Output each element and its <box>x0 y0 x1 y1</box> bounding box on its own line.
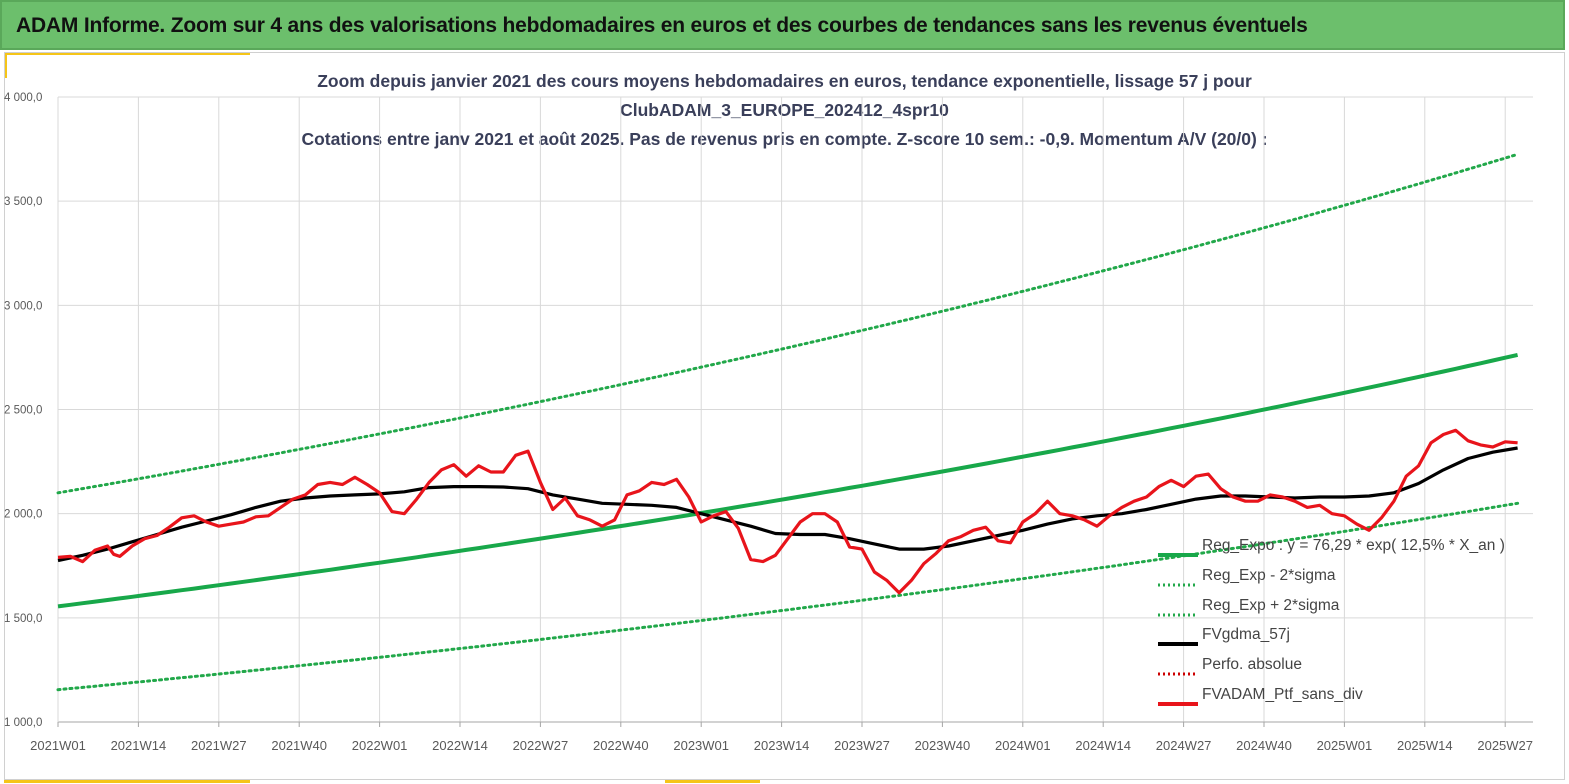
legend-label: FVADAM_Ptf_sans_div <box>1202 685 1363 703</box>
x-tick-label: 2025W27 <box>1477 738 1533 753</box>
series-reg-expo <box>57 352 1519 609</box>
legend-swatch-perfo <box>1158 664 1198 676</box>
x-tick-label: 2025W14 <box>1397 738 1453 753</box>
x-tick-label: 2023W01 <box>673 738 729 753</box>
legend-swatch-sigma-upper <box>1158 605 1198 617</box>
legend-swatch-smooth <box>1158 634 1198 647</box>
y-tick-label: 3 000,0 <box>4 300 42 312</box>
x-tick-label: 2024W01 <box>995 738 1051 753</box>
x-tick-label: 2023W40 <box>915 738 971 753</box>
chart-title-line-2: ClubADAM_3_EUROPE_202412_4spr10 <box>620 100 949 120</box>
legend-item-portfolio: FVADAM_Ptf_sans_div <box>1158 683 1528 713</box>
legend-item-reg-exp-plus: Reg_Exp + 2*sigma <box>1158 594 1528 624</box>
y-tick-label: 1 500,0 <box>4 613 42 625</box>
series-reg-exp-minus-2sigma <box>56 501 1520 692</box>
legend-label: Reg_Expo : y = 76,29 * exp( 12,5% * X_an… <box>1202 537 1505 554</box>
x-tick-label: 2021W01 <box>30 738 86 753</box>
series <box>56 152 1520 692</box>
x-tick-label: 2024W14 <box>1075 738 1131 753</box>
chart-title-line-1: Zoom depuis janvier 2021 des cours moyen… <box>317 71 1252 91</box>
x-tick-label: 2022W27 <box>513 738 569 753</box>
x-tick-label: 2022W40 <box>593 738 649 753</box>
accent-bar-bottom-mid <box>665 780 760 783</box>
chart-frame <box>4 52 1565 780</box>
x-tick-label: 2024W27 <box>1156 738 1212 753</box>
x-tick-label: 2022W01 <box>352 738 408 753</box>
x-tick-label: 2021W40 <box>271 738 327 753</box>
legend-label: Reg_Exp + 2*sigma <box>1202 596 1340 614</box>
x-tick-label: 2022W14 <box>432 738 488 753</box>
y-tick-label: 1 000,0 <box>4 717 42 729</box>
legend-label: FVgdma_57j <box>1202 626 1290 644</box>
x-tick-label: 2021W27 <box>191 738 247 753</box>
chart-title-line-3: Cotations entre janv 2021 et août 2025. … <box>301 129 1268 149</box>
header-banner: ADAM Informe. Zoom sur 4 ans des valoris… <box>0 0 1565 50</box>
accent-bar-left <box>4 52 7 78</box>
legend: Reg_Expo : y = 76,29 * exp( 12,5% * X_an… <box>1158 534 1528 713</box>
legend-swatch-portfolio <box>1158 694 1198 706</box>
y-tick-label: 2 000,0 <box>4 509 42 521</box>
legend-label: Reg_Exp - 2*sigma <box>1202 566 1336 584</box>
x-tick-label: 2021W14 <box>111 738 167 753</box>
accent-bar-top <box>4 52 250 55</box>
series-fvadam-ptf <box>57 428 1518 595</box>
legend-item-reg-expo: Reg_Expo : y = 76,29 * exp( 12,5% * X_an… <box>1158 534 1528 564</box>
x-tick-label: 2023W27 <box>834 738 890 753</box>
axes: 1 000,0 1 500,0 2 000,0 2 500,0 3 000,0 3 500… <box>4 92 1533 753</box>
y-tick-label: 2 500,0 <box>4 405 42 417</box>
x-tick-label: 2025W01 <box>1317 738 1373 753</box>
legend-item-fvgdma: FVgdma_57j <box>1158 623 1528 653</box>
x-tick-label: 2023W14 <box>754 738 810 753</box>
accent-bar-bottom <box>4 780 250 783</box>
series-reg-exp-plus-2sigma <box>56 152 1520 495</box>
x-tick-label: 2024W40 <box>1236 738 1292 753</box>
legend-label: Perfo. absolue <box>1202 656 1302 674</box>
legend-swatch-trend <box>1158 545 1198 557</box>
page-title: ADAM Informe. Zoom sur 4 ans des valoris… <box>16 14 1308 37</box>
legend-swatch-sigma-lower <box>1158 575 1198 587</box>
y-tick-label: 3 500,0 <box>4 196 42 208</box>
legend-item-reg-exp-minus: Reg_Exp - 2*sigma <box>1158 564 1528 594</box>
y-tick-label: 4 000,0 <box>4 92 42 104</box>
legend-item-perfo: Perfo. absolue <box>1158 653 1528 683</box>
